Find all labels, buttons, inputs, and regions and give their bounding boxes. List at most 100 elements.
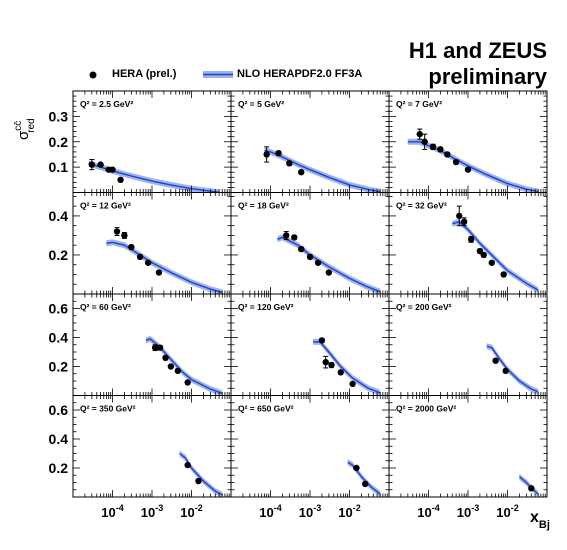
x-tick-label: 10-3 [299, 503, 321, 520]
theory-curve [145, 338, 223, 394]
data-point [528, 485, 535, 492]
x-tick-label: 10-2 [338, 503, 360, 520]
data-point [263, 151, 270, 158]
y-tick-label: 0.2 [49, 134, 69, 150]
panel: Q² = 18 GeV² [230, 192, 390, 295]
theory-band [486, 343, 539, 395]
panel: Q² = 5 GeV² [230, 90, 390, 193]
y-tick-label: 0.2 [49, 460, 69, 476]
panel-q2-label: Q² = 120 GeV² [238, 302, 294, 312]
legend-data-marker [89, 71, 97, 79]
data-point [452, 158, 460, 166]
panel-q2-label: Q² = 7 GeV² [396, 99, 442, 109]
panel-q2-label: Q² = 32 GeV² [396, 201, 447, 211]
data-point [464, 166, 472, 173]
data-point [275, 149, 282, 157]
theory-curve [313, 341, 381, 394]
data-point [298, 169, 305, 176]
data-point [97, 161, 104, 168]
theory-curve [347, 461, 381, 495]
panel: Q² = 350 GeV² [72, 395, 232, 498]
axis-text: 0.1 0.2 0.3 0.2 0.4 0.2 0.4 0.6 0.2 0.4 0.6 10-4 10-… [13, 108, 550, 531]
data-point [136, 253, 144, 261]
figure-title-line2: preliminary [428, 64, 547, 89]
data-point [456, 212, 463, 220]
panel: Q² = 2.5 GeV² [72, 90, 232, 193]
theory-band [407, 138, 539, 193]
panel-grid: Q² = 2.5 GeV² Q² = 5 GeV² Q² = 7 GeV² Q² = … [72, 90, 548, 498]
figure-title-line1: H1 and ZEUS [408, 38, 547, 63]
y-tick-label: 0.6 [49, 402, 69, 418]
theory-band [88, 160, 220, 193]
x-tick-label: 10-3 [141, 503, 163, 520]
data-point [325, 269, 333, 276]
data-point [286, 160, 293, 167]
data-point [467, 236, 475, 243]
data-point [195, 477, 202, 485]
data-point [162, 354, 169, 361]
panel: Q² = 32 GeV² [388, 192, 548, 295]
legend-marks [89, 71, 233, 79]
panel-q2-label: Q² = 5 GeV² [238, 99, 284, 109]
data-point [328, 361, 335, 369]
y-tick-label: 0.4 [49, 431, 69, 447]
data-point [416, 130, 423, 138]
theory-curve [106, 241, 223, 294]
panel: Q² = 12 GeV² [72, 192, 232, 295]
theory-curve [264, 149, 381, 193]
data-point [167, 363, 175, 370]
panel: Q² = 650 GeV² [230, 395, 390, 498]
panel: Q² = 2000 GeV² [388, 395, 548, 498]
x-tick-label: 10-3 [457, 503, 479, 520]
panel-q2-label: Q² = 2000 GeV² [396, 404, 456, 414]
y-tick-label: 0.6 [49, 301, 69, 317]
y-tick-label: 0.2 [49, 359, 69, 375]
data-point [113, 228, 121, 235]
data-point [151, 344, 159, 351]
legend-theory-label: NLO HERAPDF2.0 FF3A [237, 68, 363, 80]
panel-q2-label: Q² = 350 GeV² [80, 404, 136, 414]
data-point [492, 357, 499, 364]
theory-band [179, 450, 223, 497]
data-point [314, 259, 322, 266]
y-tick-label: 0.3 [49, 108, 69, 124]
data-point [184, 379, 191, 386]
data-point [444, 151, 451, 158]
data-point [156, 344, 164, 351]
x-tick-label: 10-4 [259, 503, 281, 520]
data-point [353, 464, 360, 472]
x-tick-label: 10-4 [101, 503, 123, 520]
data-point [144, 259, 152, 266]
panel-q2-label: Q² = 2.5 GeV² [80, 99, 133, 109]
panel-q2-label: Q² = 200 GeV² [396, 302, 452, 312]
data-point [291, 234, 298, 241]
data-point [298, 245, 305, 253]
panel: Q² = 60 GeV² [72, 293, 232, 396]
data-point [121, 232, 128, 239]
data-point [502, 367, 509, 375]
data-point [421, 138, 428, 145]
data-point [337, 369, 344, 376]
data-point [437, 146, 444, 153]
y-tick-label: 0.4 [49, 330, 69, 346]
panel: Q² = 120 GeV² [230, 293, 390, 396]
data-point [283, 232, 290, 239]
x-tick-label: 10-4 [417, 503, 439, 520]
data-point [117, 176, 124, 184]
theory-curve [452, 221, 539, 291]
x-tick-label: 10-2 [180, 503, 202, 520]
legend-data-label: HERA (prel.) [112, 68, 177, 80]
data-point [429, 143, 437, 151]
data-point [88, 161, 96, 168]
theory-curve [179, 452, 223, 496]
x-axis-label: xBj [530, 509, 550, 531]
panel-q2-label: Q² = 18 GeV² [238, 201, 289, 211]
x-tick-label: 10-2 [496, 503, 518, 520]
y-tick-label: 0.4 [49, 208, 69, 224]
y-axis-label: σcc̄ red [13, 118, 37, 140]
data-point [109, 166, 116, 173]
data-point [362, 480, 369, 488]
data-point [460, 218, 468, 225]
theory-band [145, 335, 223, 396]
data-point [349, 380, 356, 388]
